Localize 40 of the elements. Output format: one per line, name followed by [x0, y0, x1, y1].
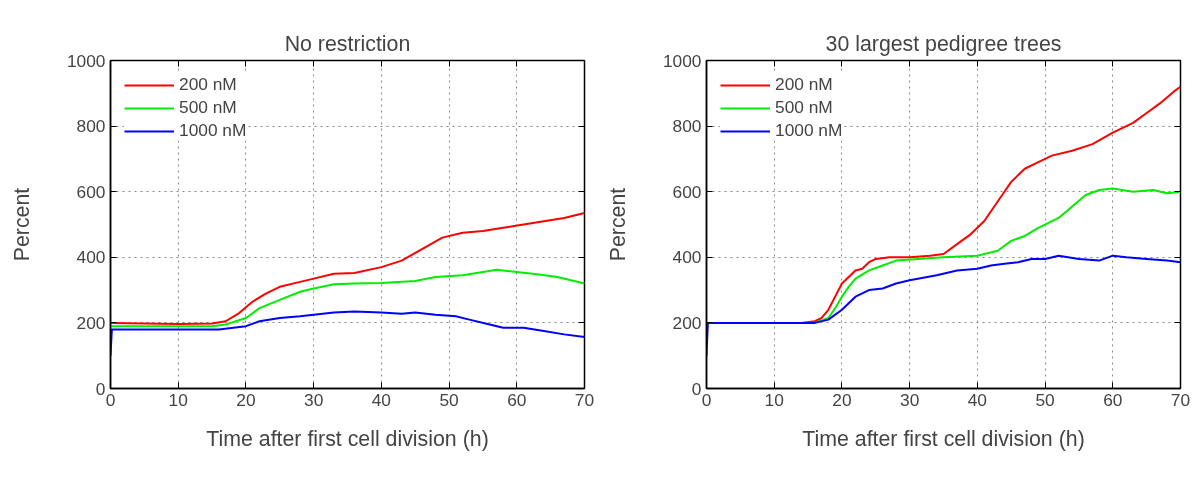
- x-tick-label: 20: [236, 389, 256, 410]
- y-axis-title: Percent: [605, 187, 630, 262]
- y-tick-label: 1000: [66, 50, 106, 71]
- legend-label: 500 nM: [775, 97, 833, 118]
- x-tick-label: 70: [1170, 389, 1191, 410]
- y-tick-label: 400: [672, 247, 702, 268]
- x-tick-label: 10: [168, 389, 188, 410]
- x-tick-label: 30: [304, 389, 324, 410]
- x-tick-label: 50: [439, 389, 459, 410]
- y-tick-label: 1000: [662, 50, 702, 71]
- x-tick-label: 40: [967, 389, 987, 410]
- y-tick-label: 800: [76, 116, 106, 137]
- legend-label: 500 nM: [179, 97, 237, 118]
- legend-label: 200 nM: [179, 74, 237, 95]
- chart-title: 30 largest pedigree trees: [825, 31, 1062, 56]
- y-tick-label: 600: [76, 181, 106, 202]
- line-series: [110, 212, 585, 325]
- x-tick-label: 60: [1103, 389, 1123, 410]
- legend-label: 1000 nM: [775, 120, 843, 141]
- legend-label: 200 nM: [775, 74, 833, 95]
- x-tick-label: 10: [764, 389, 784, 410]
- line-series: [110, 268, 585, 328]
- chart-title: No restriction: [284, 31, 411, 56]
- line-series: [110, 310, 585, 357]
- x-tick-label: 20: [832, 389, 852, 410]
- x-tick-label: 70: [574, 389, 595, 410]
- y-axis-title: Percent: [9, 187, 34, 262]
- x-axis-title: Time after first cell division (h): [802, 426, 1085, 451]
- x-tick-label: 60: [507, 389, 527, 410]
- y-tick-label: 200: [76, 312, 106, 333]
- x-tick-label: 50: [1035, 389, 1055, 410]
- y-tick-label: 400: [76, 247, 106, 268]
- x-tick-label: 40: [371, 389, 391, 410]
- x-axis-title: Time after first cell division (h): [206, 426, 489, 451]
- y-tick-label: 800: [672, 116, 702, 137]
- legend-label: 1000 nM: [179, 120, 247, 141]
- x-tick-label: 30: [900, 389, 920, 410]
- line-series: [706, 254, 1181, 357]
- y-tick-label: 200: [672, 312, 702, 333]
- y-tick-label: 600: [672, 181, 702, 202]
